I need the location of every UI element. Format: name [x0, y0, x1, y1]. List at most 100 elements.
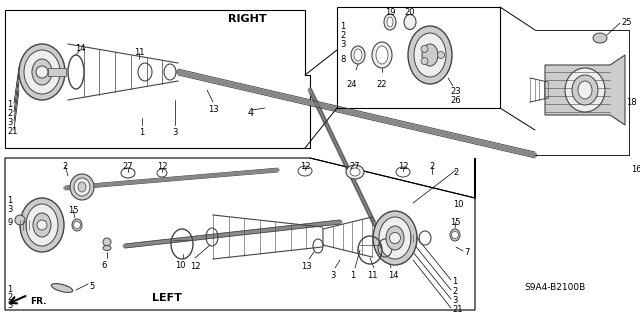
Text: 22: 22: [377, 80, 387, 89]
Ellipse shape: [78, 182, 86, 192]
Text: 4: 4: [248, 108, 254, 118]
Text: 19: 19: [385, 8, 396, 17]
Ellipse shape: [350, 168, 360, 176]
Ellipse shape: [408, 26, 452, 84]
Text: 14: 14: [75, 44, 85, 53]
Text: 3: 3: [7, 118, 12, 127]
Ellipse shape: [103, 246, 111, 250]
Ellipse shape: [593, 33, 607, 43]
Text: 9: 9: [7, 218, 12, 227]
Text: 12: 12: [157, 162, 167, 171]
Ellipse shape: [414, 33, 446, 77]
Ellipse shape: [572, 75, 598, 105]
Text: 27: 27: [349, 162, 360, 171]
Ellipse shape: [376, 46, 388, 64]
Circle shape: [438, 51, 445, 58]
Text: 2: 2: [62, 162, 67, 171]
Text: 10: 10: [453, 200, 463, 209]
Text: 1: 1: [350, 271, 356, 280]
Text: 25: 25: [621, 18, 632, 27]
Text: FR.: FR.: [30, 297, 47, 306]
Ellipse shape: [450, 229, 460, 241]
Bar: [337, 7, 500, 108]
Ellipse shape: [372, 42, 392, 68]
Text: 23: 23: [450, 87, 461, 96]
Ellipse shape: [19, 44, 65, 100]
Text: 2: 2: [7, 293, 12, 302]
Text: 7: 7: [464, 248, 469, 257]
Ellipse shape: [33, 213, 51, 237]
Text: 1: 1: [7, 196, 12, 205]
Text: 1: 1: [140, 128, 145, 137]
Ellipse shape: [26, 204, 58, 246]
Text: 3: 3: [452, 296, 458, 305]
Text: 21: 21: [7, 127, 17, 136]
Ellipse shape: [387, 17, 393, 27]
Text: 14: 14: [388, 271, 398, 280]
Text: 5: 5: [90, 282, 95, 291]
Text: 26: 26: [450, 96, 461, 105]
Ellipse shape: [351, 46, 365, 64]
Ellipse shape: [346, 165, 364, 179]
Text: 13: 13: [208, 105, 218, 114]
Text: 2: 2: [7, 109, 12, 118]
Text: 11: 11: [367, 271, 377, 280]
Text: 1: 1: [7, 100, 12, 109]
Text: 15: 15: [450, 218, 460, 227]
Text: 2: 2: [429, 162, 435, 171]
Circle shape: [421, 45, 428, 52]
Circle shape: [421, 57, 428, 64]
Text: 21: 21: [452, 305, 463, 314]
Circle shape: [451, 232, 458, 239]
Ellipse shape: [386, 226, 404, 250]
Circle shape: [390, 233, 401, 243]
Polygon shape: [545, 55, 625, 125]
Ellipse shape: [20, 198, 64, 252]
Text: 18: 18: [626, 98, 637, 107]
Bar: [48, 68, 66, 76]
Text: 11: 11: [134, 48, 144, 57]
Text: 3: 3: [340, 40, 346, 49]
Ellipse shape: [74, 178, 90, 196]
Text: 15: 15: [68, 206, 78, 215]
Text: 2: 2: [452, 287, 457, 296]
Ellipse shape: [373, 211, 417, 265]
Text: 3: 3: [330, 271, 336, 280]
Text: 27: 27: [123, 162, 133, 171]
Circle shape: [36, 66, 48, 78]
Ellipse shape: [103, 238, 111, 246]
Ellipse shape: [354, 49, 362, 61]
Text: 12: 12: [300, 162, 310, 171]
Text: 12: 12: [397, 162, 408, 171]
Text: 20: 20: [404, 8, 415, 17]
Text: S9A4-B2100B: S9A4-B2100B: [524, 283, 585, 292]
Text: 2: 2: [453, 168, 458, 177]
Text: RIGHT: RIGHT: [228, 14, 267, 24]
Ellipse shape: [578, 81, 592, 99]
Ellipse shape: [32, 59, 52, 85]
Text: 1: 1: [452, 277, 457, 286]
Text: LEFT: LEFT: [152, 293, 182, 303]
Text: 1: 1: [340, 22, 345, 31]
Ellipse shape: [565, 68, 605, 112]
Text: 6: 6: [101, 261, 107, 270]
Text: 3: 3: [172, 128, 178, 137]
Ellipse shape: [51, 284, 73, 293]
Text: 12: 12: [189, 262, 200, 271]
Text: 8: 8: [340, 55, 346, 64]
Text: 10: 10: [175, 261, 185, 270]
Circle shape: [15, 215, 25, 225]
Ellipse shape: [379, 217, 411, 259]
Circle shape: [37, 220, 47, 230]
Text: 3: 3: [7, 205, 12, 214]
Text: 16: 16: [631, 165, 640, 174]
Ellipse shape: [384, 14, 396, 30]
Ellipse shape: [72, 219, 82, 231]
Ellipse shape: [422, 44, 438, 66]
Text: 13: 13: [301, 262, 311, 271]
Circle shape: [74, 221, 81, 228]
Text: 2: 2: [340, 31, 345, 40]
Text: 1: 1: [7, 285, 12, 294]
Text: 3: 3: [7, 301, 12, 310]
Ellipse shape: [404, 14, 416, 29]
